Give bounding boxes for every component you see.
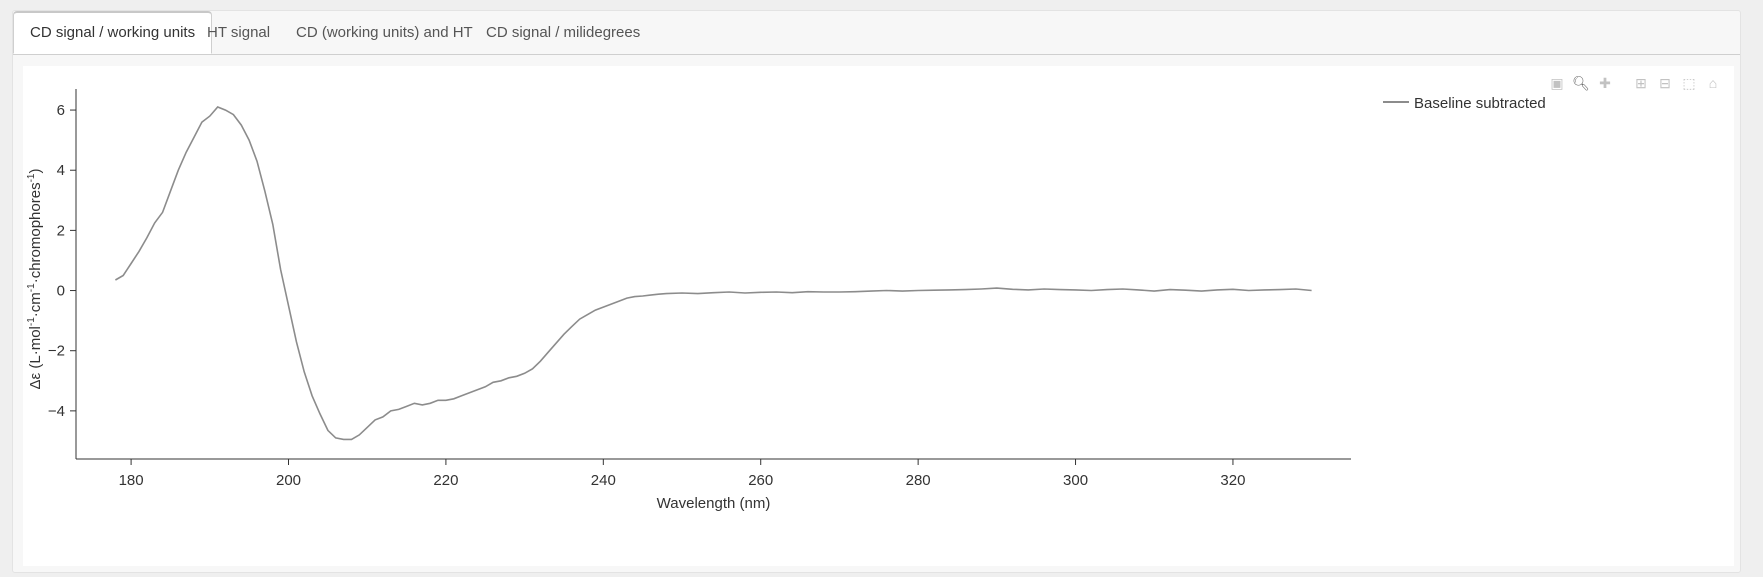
zoom-icon[interactable]: 🔍︎ — [1572, 75, 1590, 91]
pan-icon[interactable]: ✚ — [1599, 75, 1611, 91]
y-tick-label: −4 — [48, 403, 65, 420]
tab-ht-signal[interactable]: HT signal — [207, 24, 271, 41]
tab-cd-signal-working-units[interactable]: CD signal / working units — [13, 11, 213, 54]
y-tick-label: 0 — [57, 283, 65, 300]
x-tick-label: 280 — [906, 472, 931, 489]
x-tick-label: 200 — [276, 472, 301, 489]
x-tick-label: 240 — [591, 472, 616, 489]
series-line-baseline-subtracted — [115, 106, 1312, 441]
tab-cd-signal-milidegrees[interactable]: CD signal / milidegrees — [486, 24, 641, 41]
y-tick-label: −2 — [48, 343, 65, 360]
modebar: ▣ 🔍︎ ✚ ⊞ ⊟ ⬚ ⌂ — [1548, 74, 1722, 92]
y-axis-label: Δε (L·mol-1·cm-1·chromophores-1) — [26, 169, 44, 390]
y-tick-label: 6 — [57, 102, 65, 119]
legend: Baseline subtracted — [1383, 95, 1546, 112]
cd-spectrum-chart: 180 200 220 240 260 280 300 320 −4 −2 0 2 4 6 Baselin… — [26, 89, 1546, 512]
x-tick-label: 320 — [1220, 472, 1245, 489]
x-tick-label: 260 — [748, 472, 773, 489]
x-tick-label: 220 — [433, 472, 458, 489]
autoscale-icon[interactable]: ⬚ — [1682, 75, 1696, 91]
y-tick-label: 4 — [57, 162, 65, 179]
tab-cd-working-units-and-ht[interactable]: CD (working units) and HT — [296, 24, 473, 41]
x-axis-label: Wavelength (nm) — [657, 495, 771, 512]
x-tick-label: 180 — [119, 472, 144, 489]
zoom-in-icon[interactable]: ⊞ — [1635, 75, 1647, 91]
chart-panel: CD signal / working units HT signal CD (… — [12, 10, 1741, 573]
zoom-out-icon[interactable]: ⊟ — [1659, 75, 1671, 91]
y-tick-label: 2 — [57, 222, 65, 239]
legend-label: Baseline subtracted — [1414, 95, 1546, 112]
home-icon[interactable]: ⌂ — [1708, 75, 1718, 91]
x-tick-label: 300 — [1063, 472, 1088, 489]
camera-icon[interactable]: ▣ — [1550, 75, 1564, 91]
plot-area: ▣ 🔍︎ ✚ ⊞ ⊟ ⬚ ⌂ 180 200 220 240 260 280 300 320−… — [23, 66, 1734, 566]
tab-bar: CD signal / working units HT signal CD (… — [13, 11, 1740, 55]
